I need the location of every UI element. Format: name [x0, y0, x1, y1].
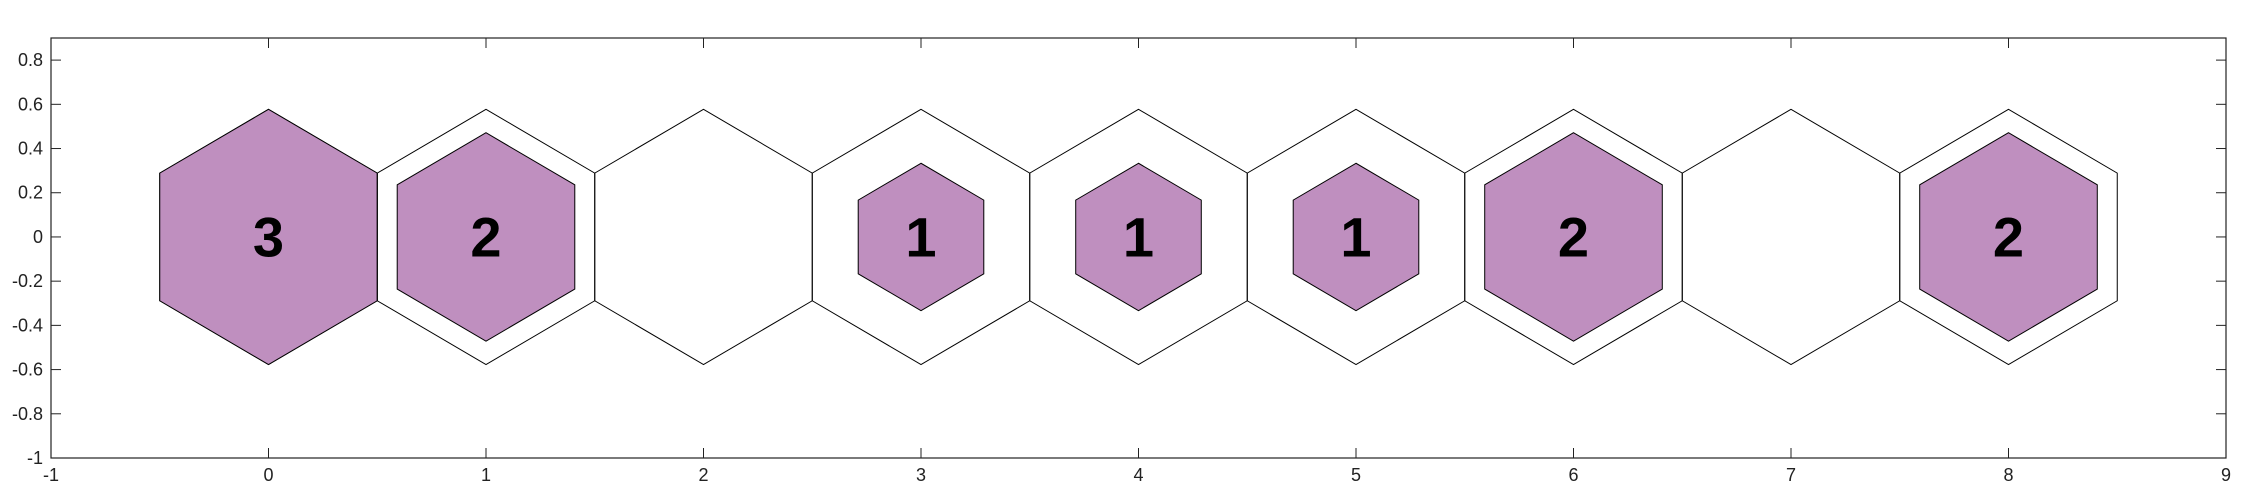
x-tick-label: 5 [1351, 465, 1361, 485]
x-tick-label: 3 [916, 465, 926, 485]
y-tick-label: -1 [27, 448, 43, 468]
hex-count-label: 2 [1558, 205, 1589, 268]
hex-count-fill [1484, 132, 1663, 342]
y-tick-label: -0.6 [12, 360, 43, 380]
plot-frame [50, 37, 2227, 459]
hex-count-label: 1 [905, 205, 936, 268]
hex-count-label: 1 [1340, 205, 1371, 268]
x-tick-label: 9 [2221, 465, 2231, 485]
hex-cell-outline [1899, 108, 2118, 366]
y-tick-label: -0.4 [12, 315, 43, 335]
x-tick-label: 0 [263, 465, 273, 485]
hex-cells: 3 2 1 1 1 2 2 [159, 108, 2118, 366]
axis-ticks: -1 0 1 2 3 4 5 6 7 8 9 -1 -0.8 -0.6 -0.4 -0.2 0 0.2 0.4 0.6… [12, 38, 2231, 485]
x-tick-label: 8 [2003, 465, 2013, 485]
y-tick-label: -0.8 [12, 404, 43, 424]
x-tick-label: 7 [1786, 465, 1796, 485]
y-tick-label: 0.8 [18, 50, 43, 70]
x-tick-label: 2 [698, 465, 708, 485]
y-tick-label: 0.6 [18, 94, 43, 114]
hex-count-fill [396, 132, 576, 342]
hex-count-label: 2 [470, 205, 501, 268]
y-tick-label: -0.2 [12, 271, 43, 291]
hex-count-label: 3 [253, 205, 284, 268]
y-tick-label: 0 [33, 227, 43, 247]
hex-count-fill [1292, 162, 1420, 312]
hex-count-label: 2 [1993, 205, 2024, 268]
x-tick-label: 4 [1133, 465, 1143, 485]
y-tick-label: 0.4 [18, 139, 43, 159]
hex-count-fill [1919, 132, 2098, 342]
hex-count-label: 1 [1123, 205, 1154, 268]
hex-count-fill [1075, 162, 1202, 312]
y-tick-label: 0.2 [18, 183, 43, 203]
hex-count-fill [857, 162, 985, 312]
x-tick-label: 6 [1568, 465, 1578, 485]
x-tick-label: 1 [481, 465, 491, 485]
x-tick-label: -1 [43, 465, 59, 485]
